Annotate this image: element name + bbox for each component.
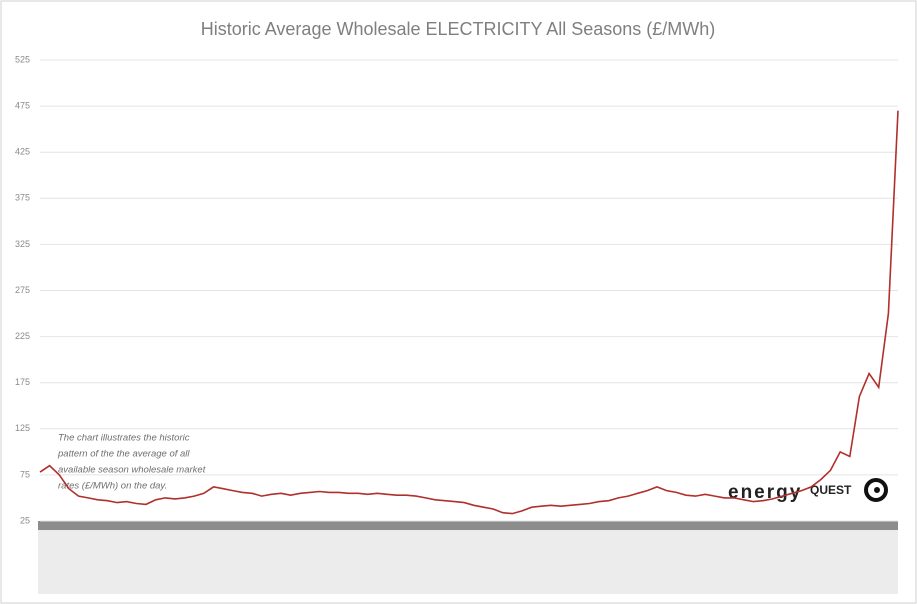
y-tick-label: 525 xyxy=(15,54,30,64)
annotation-line: rates (£/MWh) on the day. xyxy=(58,481,167,492)
y-tick-label: 325 xyxy=(15,239,30,249)
logo-swirl-center xyxy=(874,487,880,493)
chart-title: Historic Average Wholesale ELECTRICITY A… xyxy=(201,19,716,39)
y-tick-label: 75 xyxy=(20,469,30,479)
y-tick-label: 375 xyxy=(15,193,30,203)
annotation-line: available season wholesale market xyxy=(58,465,206,476)
y-tick-label: 25 xyxy=(20,515,30,525)
y-tick-label: 225 xyxy=(15,331,30,341)
annotation-line: pattern of the the average of all xyxy=(57,449,190,460)
logo-accent: QUEST xyxy=(810,483,852,497)
annotation-line: The chart illustrates the historic xyxy=(58,433,190,444)
x-axis-band xyxy=(38,521,898,530)
x-tick-labels-area xyxy=(38,530,898,594)
logo: energy QUEST xyxy=(728,478,888,503)
logo-word: energy xyxy=(728,482,802,503)
y-tick-label: 425 xyxy=(15,147,30,157)
annotation: The chart illustrates the historic patter… xyxy=(57,433,206,492)
y-tick-label: 125 xyxy=(15,423,30,433)
logo-swirl xyxy=(864,478,888,502)
y-tick-label: 475 xyxy=(15,100,30,110)
data-line xyxy=(39,110,899,515)
y-tick-label: 275 xyxy=(15,285,30,295)
y-tick-label: 175 xyxy=(15,377,30,387)
